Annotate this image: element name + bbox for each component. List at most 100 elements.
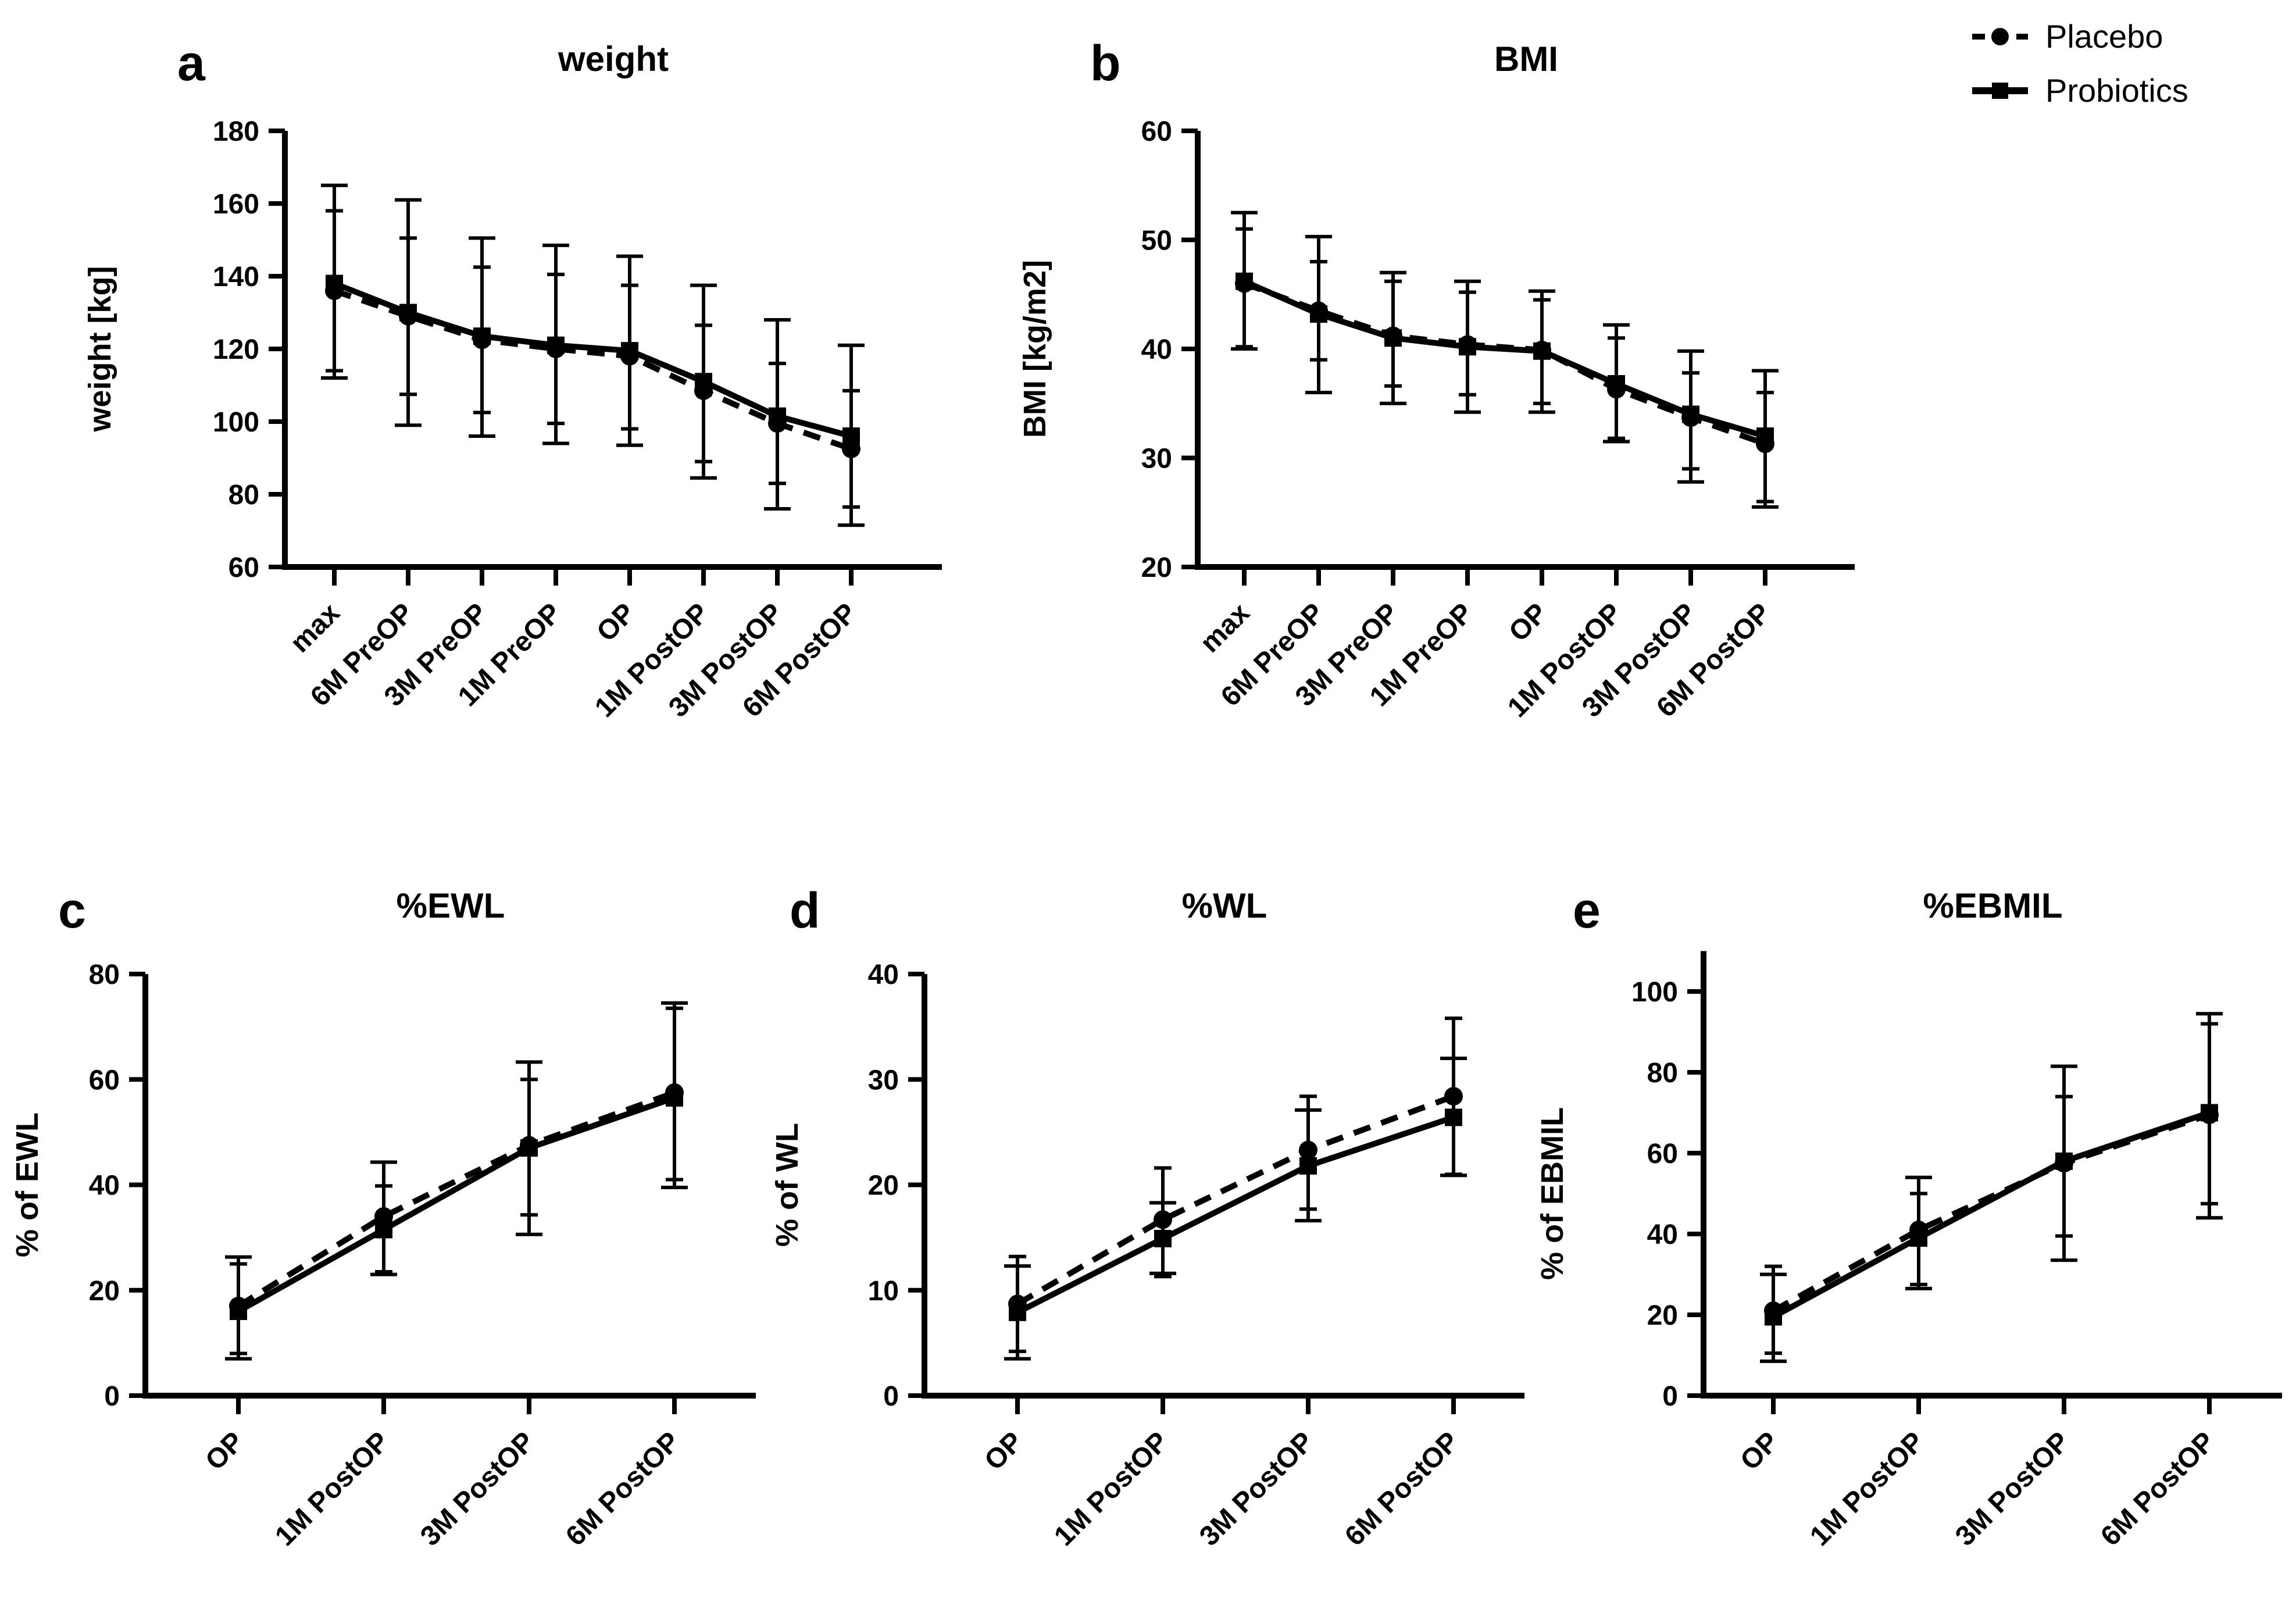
panel-letter: d [790, 883, 820, 939]
y-tick-label: 20 [868, 1171, 899, 1201]
y-tick-label: 40 [1141, 334, 1172, 365]
series-probiotics-marker [1299, 1157, 1317, 1175]
series-probiotics-marker [1682, 405, 1699, 423]
panel-letter: b [1090, 35, 1121, 91]
y-tick-label: 100 [1631, 977, 1678, 1008]
y-tick-label: 0 [883, 1381, 899, 1412]
chart-c: c %EWL 0 20 40 60 80 OP 1M PostOP 3M PostOP 6M Pos… [10, 883, 756, 1552]
panel-b: b BMI 20 30 40 50 60 max 6M PreOP 3M PreOP 1M PreO… [1012, 6, 1954, 811]
series-probiotics-marker [1236, 272, 1253, 290]
x-tick-label: 6M PostOP [1339, 1426, 1465, 1552]
series-probiotics-line [1242, 279, 1766, 439]
placebo-line-glyph [1972, 27, 2028, 45]
legend-item-probiotics: Probiotics [1971, 72, 2188, 109]
x-tick-label: 3M PostOP [415, 1426, 541, 1552]
x-tick-label: 6M PostOP [560, 1426, 686, 1552]
series-probiotics-line [1772, 1110, 2211, 1319]
y-tick-label: 40 [868, 959, 899, 990]
y-axis-label: BMI [kg/m2] [1017, 260, 1052, 438]
series-probiotics-marker [621, 342, 638, 360]
series-probiotics-marker [1009, 1303, 1026, 1321]
series-probiotics-marker [1310, 305, 1327, 323]
legend: Placebo Probiotics [1971, 17, 2188, 109]
x-tick-label: 3M PostOP [1949, 1426, 2076, 1552]
series-probiotics-marker [769, 407, 786, 425]
y-tick-label: 120 [213, 334, 259, 365]
y-tick-label: 10 [868, 1276, 899, 1307]
y-tick-label: 60 [1141, 116, 1172, 147]
series-probiotics-marker [230, 1303, 247, 1320]
y-tick-label: 80 [228, 480, 259, 511]
y-tick-label: 40 [89, 1171, 120, 1201]
legend-label-probiotics: Probiotics [2045, 72, 2188, 109]
x-tick-label: OP [591, 597, 641, 648]
x-tick-label: 1M PostOP [1804, 1426, 1930, 1552]
x-tick-label: max [1194, 597, 1256, 659]
x-tick-label: OP [199, 1426, 250, 1476]
legend-item-placebo: Placebo [1971, 17, 2188, 55]
series-probiotics-marker [666, 1089, 683, 1107]
y-tick-label: 20 [1647, 1300, 1678, 1331]
y-axis-label: % of WL [770, 1123, 805, 1247]
y-axis-label: % of EBMIL [1535, 1107, 1570, 1280]
x-tick-label: 3M PostOP [1194, 1426, 1320, 1552]
series-probiotics-marker [1608, 375, 1625, 393]
y-tick-label: 60 [1647, 1139, 1678, 1169]
x-tick-label: 1M PostOP [269, 1426, 395, 1552]
y-tick-label: 20 [89, 1276, 120, 1307]
y-axis-label: % of EWL [10, 1112, 45, 1257]
y-tick-label: 0 [104, 1381, 120, 1412]
x-tick-label: OP [1734, 1426, 1785, 1476]
panel-c: c %EWL 0 20 40 60 80 OP 1M PostOP 3M PostOP 6M Pos… [6, 855, 779, 1598]
series-probiotics-line [237, 1095, 676, 1314]
panel-e: e %EBMIL 0 20 40 60 80 100 OP 1M PostOP 3M PostOP 6… [1529, 855, 2296, 1598]
y-tick-label: 140 [213, 262, 259, 293]
series-probiotics-line [333, 280, 852, 439]
y-tick-label: 80 [1647, 1058, 1678, 1089]
series-probiotics-marker [1445, 1108, 1462, 1126]
series-probiotics-marker [375, 1221, 392, 1239]
y-tick-label: 40 [1647, 1219, 1678, 1250]
y-tick-label: 50 [1141, 226, 1172, 256]
y-tick-label: 80 [89, 959, 120, 990]
chart-title: %WL [1182, 886, 1267, 925]
y-tick-label: 30 [868, 1065, 899, 1096]
panel-a: a weight 60 80 100 120 140 160 180 max 6M PreOP 3M … [70, 6, 1012, 811]
y-tick-label: 60 [89, 1065, 120, 1096]
series-probiotics-marker [1384, 329, 1402, 347]
series-placebo-marker [1444, 1087, 1463, 1106]
panel-letter: a [177, 35, 206, 91]
series-probiotics-marker [520, 1139, 538, 1157]
series-probiotics-marker [1765, 1308, 1782, 1326]
series-probiotics-marker [547, 336, 565, 354]
y-tick-label: 0 [1662, 1381, 1678, 1412]
series-probiotics-marker [695, 373, 712, 391]
panel-letter: c [58, 883, 86, 939]
series-probiotics-marker [2201, 1104, 2218, 1122]
series-probiotics-marker [2055, 1152, 2073, 1170]
chart-e: e %EBMIL 0 20 40 60 80 100 OP 1M PostOP 3M PostOP 6… [1535, 883, 2282, 1552]
legend-label-placebo: Placebo [2045, 18, 2163, 55]
chart-title: %EBMIL [1923, 886, 2063, 925]
series-probiotics-line [1016, 1114, 1455, 1315]
panel-d: d %WL 0 10 20 30 40 OP 1M PostOP 3M PostOP 6M Post… [762, 855, 1535, 1598]
series-placebo-marker [1299, 1140, 1317, 1160]
series-probiotics-marker [473, 327, 491, 345]
series-probiotics-marker [1533, 342, 1551, 360]
series-probiotics-marker [1910, 1229, 1927, 1247]
y-tick-label: 20 [1141, 552, 1172, 583]
series-probiotics-marker [1154, 1229, 1172, 1247]
y-tick-label: 160 [213, 189, 259, 220]
y-tick-label: 30 [1141, 444, 1172, 475]
series-placebo-marker [1154, 1210, 1172, 1229]
series-probiotics-marker [326, 274, 343, 293]
chart-title: weight [558, 40, 669, 79]
series-probiotics-marker [1459, 338, 1476, 356]
panel-letter: e [1573, 883, 1601, 939]
series-probiotics-marker [399, 304, 417, 322]
y-tick-label: 100 [213, 407, 259, 438]
series-placebo-line [1016, 1093, 1455, 1307]
